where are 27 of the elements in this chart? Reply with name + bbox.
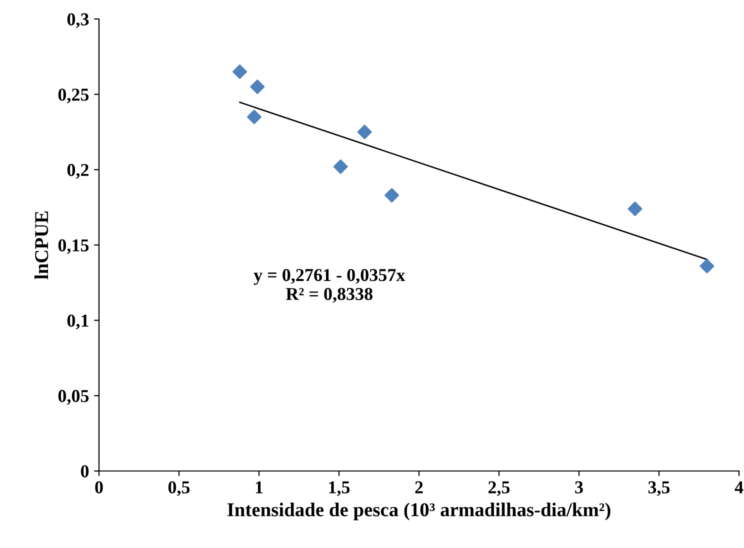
x-tick-label: 3 bbox=[575, 481, 583, 494]
point bbox=[232, 64, 248, 80]
y-tick-label: 0,25 bbox=[58, 88, 89, 104]
y-tick-label: 0 bbox=[80, 465, 89, 478]
y-tick-label: 0,15 bbox=[58, 239, 89, 254]
y-tick-label: 0,2 bbox=[67, 164, 88, 179]
point bbox=[628, 202, 642, 216]
point bbox=[246, 110, 262, 124]
y-axis-title: lnCPUE bbox=[34, 211, 48, 280]
y-tick-label: 0,05 bbox=[58, 390, 89, 405]
point bbox=[250, 80, 265, 94]
x-axis-title: Intensidade de pesca (10³ armadilhas-dia/km²) bbox=[227, 502, 610, 520]
x-tick-label: 1,5 bbox=[329, 481, 350, 496]
x-tick-label: 2,5 bbox=[488, 481, 510, 496]
point bbox=[700, 258, 714, 274]
annotation: y = 0,2761 - 0,0357x R² = 0,8338 bbox=[254, 268, 406, 303]
x-tick-label: 1 bbox=[256, 481, 263, 494]
point bbox=[384, 188, 400, 203]
x-tick-label: 3,5 bbox=[648, 481, 670, 496]
y-tick-label: 0,3 bbox=[67, 13, 89, 28]
x-tick-label: 4 bbox=[734, 481, 744, 494]
point bbox=[333, 159, 348, 174]
x-tick-label: 0 bbox=[95, 481, 103, 494]
y-tick-label: 0,1 bbox=[67, 314, 88, 330]
x-tick-label: 2 bbox=[415, 481, 423, 494]
point bbox=[357, 124, 372, 140]
x-tick-label: 0,5 bbox=[168, 481, 190, 496]
